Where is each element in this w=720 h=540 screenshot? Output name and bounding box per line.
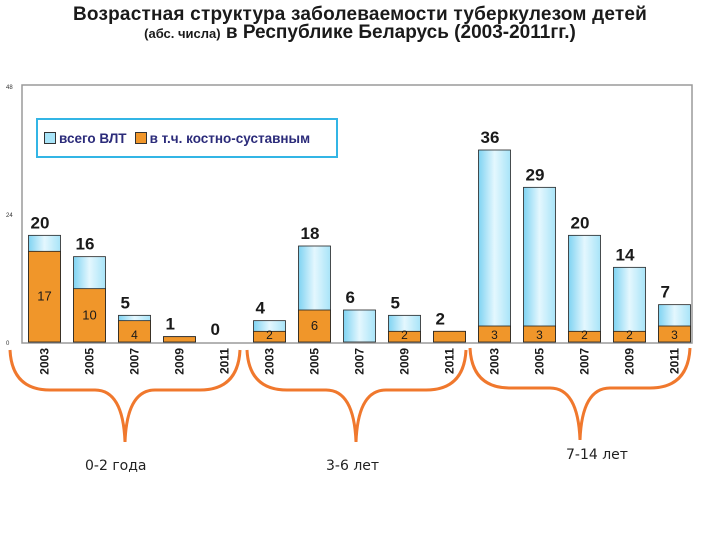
x-tick-label: 2011 — [443, 348, 457, 374]
bar-osteo — [433, 330, 466, 343]
bar-osteo — [163, 336, 196, 343]
chart-subtitle: (абс. числа) в Республике Беларусь (2003… — [0, 22, 720, 44]
value-label-osteo: 3 — [536, 328, 543, 342]
bar-osteo — [28, 250, 61, 343]
brace-group-1 — [245, 349, 468, 443]
legend-item-osteo: в т.ч. костно-суставным — [134, 130, 311, 146]
x-tick-label: 2011 — [218, 348, 232, 374]
x-tick-label: 2009 — [623, 348, 637, 375]
value-label-osteo: 3 — [491, 328, 498, 342]
x-tick-label: 2003 — [38, 348, 52, 375]
bar-osteo — [613, 330, 646, 343]
subtitle-text: в Республике Беларусь (2003-2011гг.) — [220, 22, 576, 43]
x-tick-labels: 2003 2005 2007 2009 2011 2003 2005 2007 2009 2011… — [38, 348, 682, 375]
bar-total — [613, 266, 646, 343]
x-tick-label: 2005 — [533, 348, 547, 375]
bar-osteo — [388, 330, 421, 343]
legend-swatch-total — [44, 132, 56, 144]
x-tick-label: 2011 — [668, 348, 682, 374]
value-label-total: 14 — [616, 245, 635, 264]
x-tick-label: 2003 — [263, 348, 277, 375]
value-label-total: 4 — [256, 299, 266, 318]
value-label-osteo: 2 — [581, 328, 588, 342]
subtitle-units: (абс. числа) — [144, 26, 221, 41]
bar-osteo — [658, 325, 691, 343]
y-axis: 0 24 48 — [6, 85, 13, 347]
bar-osteo — [568, 330, 601, 343]
legend-label-osteo: в т.ч. костно-суставным — [149, 130, 311, 146]
y-tick-label: 48 — [6, 85, 13, 91]
bar-total — [568, 234, 601, 343]
value-label-osteo: 3 — [671, 328, 678, 342]
x-tick-label: 2007 — [128, 348, 142, 375]
y-tick-label: 0 — [6, 341, 10, 347]
value-label-total: 18 — [301, 224, 320, 243]
bar-osteo — [478, 325, 511, 343]
brace-group-0 — [8, 349, 242, 443]
age-group-braces — [8, 347, 692, 443]
value-label-total: 29 — [526, 165, 545, 184]
x-tick-label: 2009 — [173, 348, 187, 375]
x-tick-label: 2003 — [488, 348, 502, 375]
legend-swatch-osteo — [134, 132, 147, 144]
value-label-osteo: 17 — [37, 289, 51, 304]
value-label-total: 1 — [166, 315, 175, 334]
value-label-osteo: 4 — [131, 328, 138, 342]
chart-title: Возрастная структура заболеваемости тубе… — [73, 4, 647, 25]
value-label-total: 36 — [481, 128, 500, 147]
legend: всего ВЛТ в т.ч. костно-суставным — [36, 118, 338, 158]
legend-item-total: всего ВЛТ — [44, 131, 127, 146]
bar-total — [478, 149, 511, 343]
value-label-total: 5 — [121, 293, 130, 312]
x-tick-label: 2009 — [398, 348, 412, 375]
bar-osteo — [118, 320, 151, 343]
bar-osteo — [523, 325, 556, 343]
value-label-total: 16 — [76, 235, 95, 254]
bar-total — [523, 186, 556, 343]
brace-group-2 — [468, 347, 692, 441]
y-tick-label: 24 — [6, 213, 13, 219]
bars-layer — [28, 149, 691, 343]
x-tick-label: 2005 — [308, 348, 322, 375]
value-label-osteo: 6 — [311, 318, 318, 333]
group-label-3-6: 3-6 лет — [326, 458, 380, 474]
bar-osteo — [298, 309, 331, 343]
value-label-osteo: 2 — [266, 328, 273, 342]
bar-osteo — [253, 330, 286, 343]
value-label-osteo: 2 — [626, 328, 633, 342]
x-tick-label: 2005 — [83, 348, 97, 375]
value-label-total: 2 — [436, 309, 445, 328]
value-label-total: 20 — [31, 213, 50, 232]
value-label-osteo: 2 — [401, 328, 408, 342]
x-tick-label: 2007 — [353, 348, 367, 375]
value-label-total: 7 — [661, 283, 670, 302]
value-label-total: 0 — [211, 320, 220, 339]
value-label-total: 6 — [346, 288, 355, 307]
value-label-osteo: 10 — [82, 307, 96, 322]
legend-label-total: всего ВЛТ — [59, 130, 127, 146]
value-label-total: 20 — [571, 213, 590, 232]
bar-osteo — [73, 288, 106, 343]
x-tick-label: 2007 — [578, 348, 592, 375]
group-label-0-2: 0-2 года — [85, 458, 147, 474]
value-label-total: 5 — [391, 293, 400, 312]
group-label-7-14: 7-14 лет — [566, 447, 628, 463]
bar-total — [343, 309, 376, 343]
